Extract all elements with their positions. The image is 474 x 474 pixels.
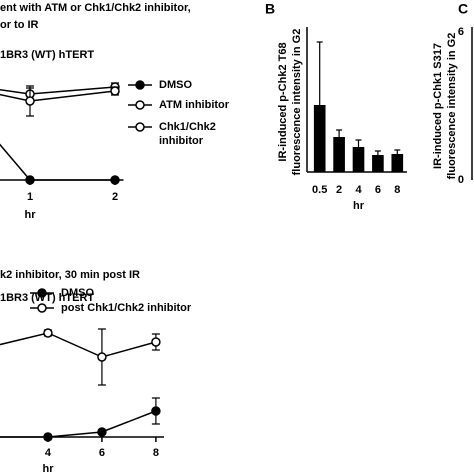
legend-entry: post Chk1/Chk2 inhibitor: [61, 302, 192, 314]
error-bar: [355, 139, 362, 147]
x-tick-label: 0.5: [312, 184, 327, 196]
x-axis-label: hr: [43, 463, 55, 474]
chart-title: k2 inhibitor, 30 min post IR: [0, 269, 140, 281]
error-bar: [336, 129, 343, 137]
x-tick-label: 1: [27, 191, 33, 203]
series-line: [0, 143, 115, 181]
data-point: [25, 96, 35, 106]
data-point: [25, 175, 35, 185]
x-tick-label: 6: [99, 447, 105, 459]
data-point: [43, 328, 53, 338]
x-tick-label: 4: [45, 447, 52, 459]
y-axis-label: IR-induced p-Chk1 S317: [432, 43, 444, 169]
bar: [391, 154, 404, 172]
data-point: [97, 352, 107, 362]
bar: [333, 137, 345, 172]
data-point: [43, 432, 53, 442]
bar: [372, 155, 384, 172]
data-point: [151, 406, 161, 416]
bar: [313, 105, 326, 172]
legend-entry: ATM inhibitor: [159, 99, 230, 111]
x-axis-label: hr: [25, 209, 37, 221]
chart-title: or to IR: [0, 19, 39, 31]
legend-marker: [135, 100, 145, 110]
y-axis-label: fluorescence intensity in G2: [446, 33, 458, 180]
x-tick-label: 8: [153, 447, 159, 459]
bar: [352, 147, 365, 172]
legend-label: ATM inhibitor: [159, 99, 230, 111]
legend-label: Chk1/Chk2 inhibitor: [159, 121, 216, 147]
y-axis-label: IR-induced p-Chk2 T68: [277, 42, 289, 161]
chart-title: ent with ATM or Chk1/Chk2 inhibitor,: [0, 2, 191, 14]
x-axis-label: hr: [353, 200, 365, 212]
data-point: [97, 427, 107, 437]
panel-label: B: [265, 1, 275, 17]
legend-entry: DMSO: [61, 287, 94, 299]
x-tick-label: 2: [112, 191, 118, 203]
data-point: [151, 337, 161, 347]
legend-label: DMSO: [61, 287, 94, 299]
legend-marker: [37, 303, 47, 313]
data-point: [110, 175, 120, 185]
panel-label: C: [458, 1, 468, 17]
legend-marker: [135, 122, 145, 132]
data-point: [110, 86, 120, 96]
error-bar: [394, 149, 401, 154]
y-tick-label: 0: [458, 174, 464, 186]
error-bar: [374, 150, 381, 155]
x-tick-label: 2: [336, 184, 342, 196]
y-tick-label: 6: [458, 26, 464, 38]
x-tick-label: 4: [355, 184, 362, 196]
chart-subtitle: 1BR3 (WT) hTERT: [0, 292, 94, 304]
legend-entry: Chk1/Chk2 inhibitor: [159, 121, 216, 147]
x-tick-label: 6: [375, 184, 381, 196]
legend-label: post Chk1/Chk2 inhibitor: [61, 302, 192, 314]
legend-marker: [37, 288, 47, 298]
x-tick-label: 8: [394, 184, 400, 196]
legend-entry: DMSO: [159, 79, 192, 91]
chart-subtitle: 1BR3 (WT) hTERT: [0, 49, 94, 61]
legend-label: DMSO: [159, 79, 192, 91]
y-axis-label: fluorescence intensity in G2: [291, 29, 303, 176]
error-bar: [316, 41, 323, 105]
series-line: [0, 332, 157, 358]
series-line: [0, 410, 157, 438]
legend-marker: [135, 80, 145, 90]
